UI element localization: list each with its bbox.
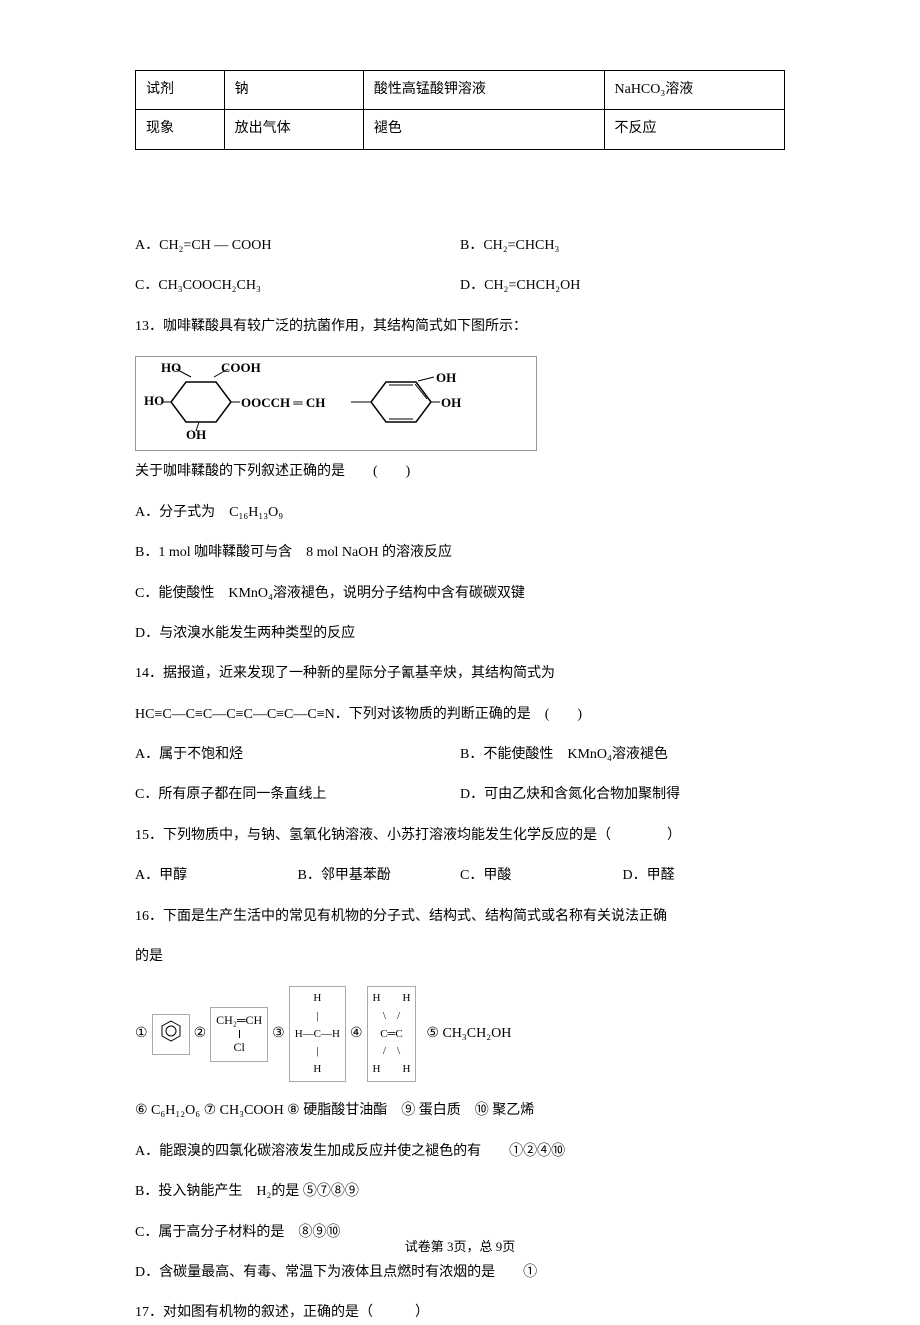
q16-5: ⑤ CH₃CH₂OH (426, 1023, 511, 1045)
q16-3: ③ (272, 1023, 285, 1045)
q16-4: ④ (350, 1023, 363, 1045)
q16-benzene-box (152, 1014, 190, 1054)
q16-line2: ⑥ C₆H₁₂O₆ ⑦ CH₃COOH ⑧ 硬脂酸甘油酯 ⑨ 蛋白质 ⑩ 聚乙烯 (135, 1100, 785, 1122)
q16-d: D．含碳量最高、有毒、常温下为液体且点燃时有浓烟的是 ① (135, 1262, 785, 1284)
q12-options-cd: C．CH₃COOCH₂CH₃ D．CH₂=CHCH₂OH (135, 275, 785, 297)
q14-formula: HC≡C—C≡C—C≡C—C≡C—C≡N．下列对该物质的判断正确的是 ( ) (135, 704, 785, 726)
q14-cd: C．所有原子都在同一条直线上 D．可由乙炔和含氮化合物加聚制得 (135, 784, 785, 806)
label-cooh: COOH (221, 360, 261, 375)
q15-b: B．邻甲基苯酚 (298, 865, 461, 887)
cell-r2c2: 放出气体 (224, 110, 363, 149)
q13-b: B．1 mol 咖啡鞣酸可与含 8 mol NaOH 的溶液反应 (135, 542, 785, 564)
q13-d: D．与浓溴水能发生两种类型的反应 (135, 623, 785, 645)
q14-b: B．不能使酸性 KMnO₄溶液褪色 (460, 744, 785, 766)
q16-4b: C═C (373, 1026, 411, 1044)
cell-r1c2: 钠 (224, 71, 363, 110)
q15-stem: 15．下列物质中，与钠、氢氧化钠溶液、小苏打溶液均能发生化学反应的是（ ） (135, 825, 785, 847)
q16-3b: H—C—H (295, 1026, 340, 1044)
q16-2-box: CH₂═CH Cl (210, 1007, 268, 1061)
hexagon-left (171, 382, 231, 422)
q16-1: ① (135, 1023, 148, 1045)
q12-b: B．CH₂=CHCH₃ (460, 235, 785, 257)
q12-a: A．CH₂=CH — COOH (135, 235, 460, 257)
q13-diagram: HO COOH HO OH OOCCH ═ CH OH OH (135, 356, 537, 451)
cell-r1c4: NaHCO₃溶液 (604, 71, 785, 110)
q14-d: D．可由乙炔和含氮化合物加聚制得 (460, 784, 785, 806)
q14-a: A．属于不饱和烃 (135, 744, 460, 766)
q13-line2: 关于咖啡鞣酸的下列叙述正确的是 ( ) (135, 461, 785, 483)
q13-a: A．分子式为 C₁₆H₁₃O₉ (135, 502, 785, 524)
chlorogenic-acid-structure: HO COOH HO OH OOCCH ═ CH OH OH (136, 357, 536, 442)
q12-options-ab: A．CH₂=CH — COOH B．CH₂=CHCH₃ (135, 235, 785, 257)
cell-r2c3: 褪色 (363, 110, 604, 149)
benzene-icon (158, 1018, 184, 1044)
q12-d: D．CH₂=CHCH₂OH (460, 275, 785, 297)
cell-r1c1: 试剂 (136, 71, 225, 110)
q16-2b: CH₂═CH (216, 1011, 262, 1030)
q16-2: ② (194, 1023, 207, 1045)
bond (418, 377, 434, 381)
q16-structures: ① ② CH₂═CH Cl ③ H | H—C—H | H ④ H H \ / … (135, 986, 785, 1082)
label-ho: HO (161, 360, 181, 375)
q13-c: C．能使酸性 KMnO₄溶液褪色，说明分子结构中含有碳碳双键 (135, 583, 785, 605)
bond-db (415, 384, 427, 399)
q12-c: C．CH₃COOCH₂CH₃ (135, 275, 460, 297)
q15-d: D．甲醛 (623, 865, 786, 887)
label-oh-r1: OH (436, 370, 456, 385)
q14-ab: A．属于不饱和烃 B．不能使酸性 KMnO₄溶液褪色 (135, 744, 785, 766)
reagent-table: 试剂 钠 酸性高锰酸钾溶液 NaHCO₃溶液 现象 放出气体 褪色 不反应 (135, 70, 785, 150)
q16-a: A．能跟溴的四氯化碳溶液发生加成反应并使之褪色的有 ①②④⑩ (135, 1141, 785, 1163)
q16-2c: Cl (216, 1038, 262, 1057)
q16-3-box: H | H—C—H | H (289, 986, 346, 1082)
q14-c: C．所有原子都在同一条直线上 (135, 784, 460, 806)
cell-r2c1: 现象 (136, 110, 225, 149)
label-oh-r2: OH (441, 395, 461, 410)
q15-a: A．甲醇 (135, 865, 298, 887)
q16-4-box: H H \ / C═C / \ H H (367, 986, 417, 1082)
q16-stem1: 16．下面是生产生活中的常见有机物的分子式、结构式、结构简式或名称有关说法正确 (135, 906, 785, 928)
hexagon-right (371, 382, 431, 422)
q16-stem2: 的是 (135, 946, 785, 968)
q15-c: C．甲酸 (460, 865, 623, 887)
q17-stem: 17．对如图有机物的叙述，正确的是（ ） (135, 1302, 785, 1324)
q13-stem: 13．咖啡鞣酸具有较广泛的抗菌作用，其结构简式如下图所示： (135, 316, 785, 338)
label-oocch: OOCCH ═ CH (241, 395, 325, 410)
q15-options: A．甲醇 B．邻甲基苯酚 C．甲酸 D．甲醛 (135, 865, 785, 887)
page-footer: 试卷第 3页，总 9页 (0, 1237, 920, 1258)
q16-b: B．投入钠能产生 H₂的是 ⑤⑦⑧⑨ (135, 1181, 785, 1203)
cell-r1c3: 酸性高锰酸钾溶液 (363, 71, 604, 110)
cell-r2c4: 不反应 (604, 110, 785, 149)
q14-stem: 14．据报道，近来发现了一种新的星际分子氰基辛炔，其结构简式为 (135, 663, 785, 685)
label-ho2: HO (144, 393, 164, 408)
